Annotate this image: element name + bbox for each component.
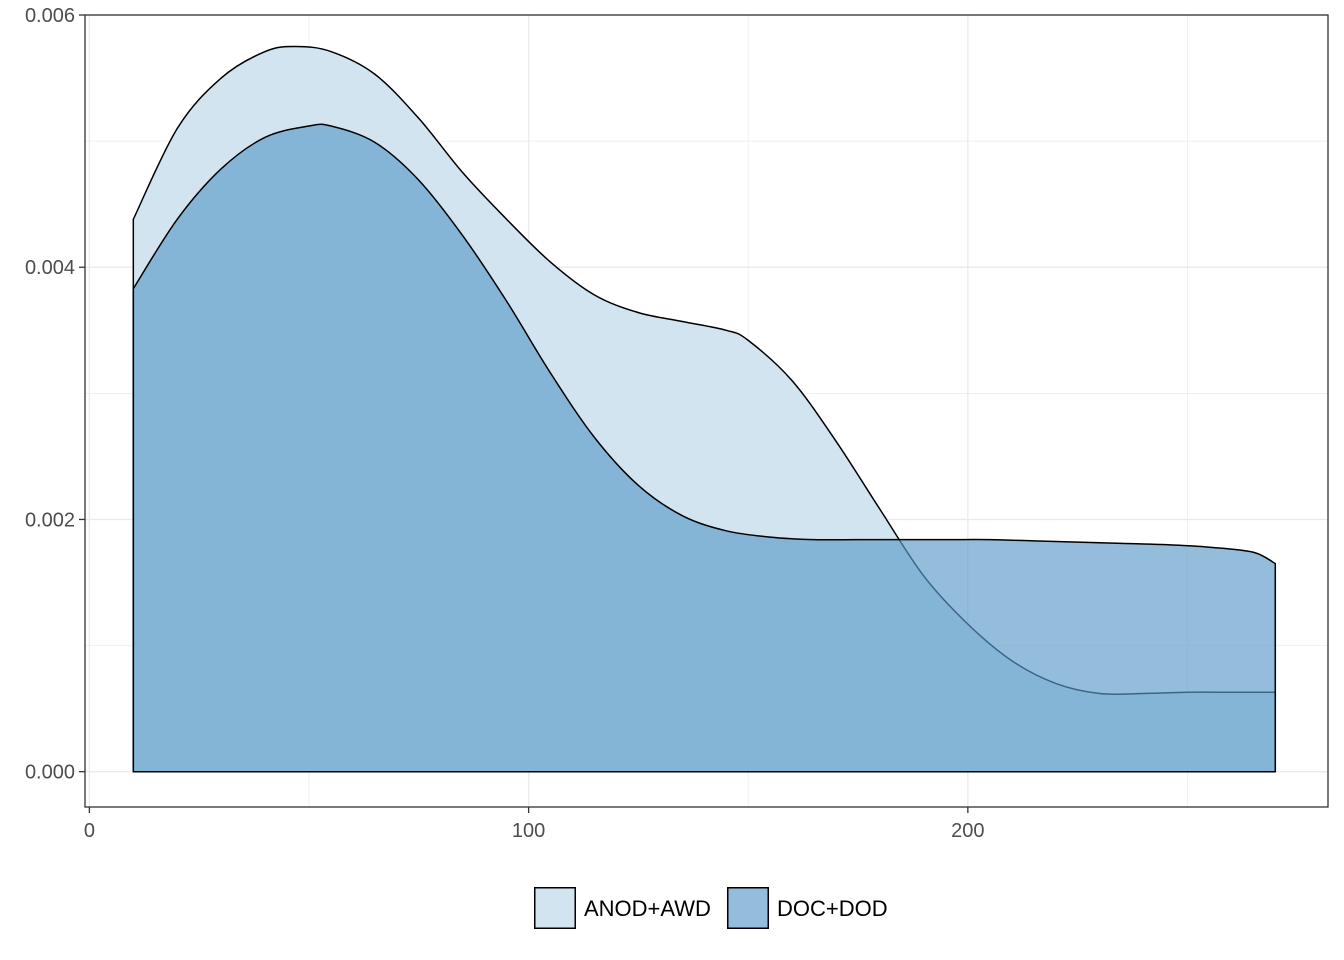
density-areas bbox=[132, 45, 1277, 773]
y-tick-label: 0.006 bbox=[25, 5, 75, 27]
axes: 0 100 200 0.000 0.002 0.004 0.006 bbox=[25, 5, 985, 842]
y-tick-label: 0.000 bbox=[25, 762, 75, 784]
y-tick-label: 0.004 bbox=[25, 257, 75, 279]
x-tick-label: 200 bbox=[951, 820, 984, 842]
density-area-doc-dod bbox=[132, 123, 1277, 773]
x-tick-label: 0 bbox=[84, 820, 95, 842]
legend: ANOD+AWD DOC+DOD bbox=[534, 887, 888, 929]
legend-key-anod-awd bbox=[534, 887, 576, 929]
legend-label-anod-awd: ANOD+AWD bbox=[584, 896, 711, 921]
y-tick-label: 0.002 bbox=[25, 509, 75, 531]
plot-panel-border bbox=[84, 14, 1329, 808]
legend-label-doc-dod: DOC+DOD bbox=[777, 896, 888, 921]
x-tick-label: 100 bbox=[512, 820, 545, 842]
legend-key-doc-dod bbox=[727, 887, 769, 929]
